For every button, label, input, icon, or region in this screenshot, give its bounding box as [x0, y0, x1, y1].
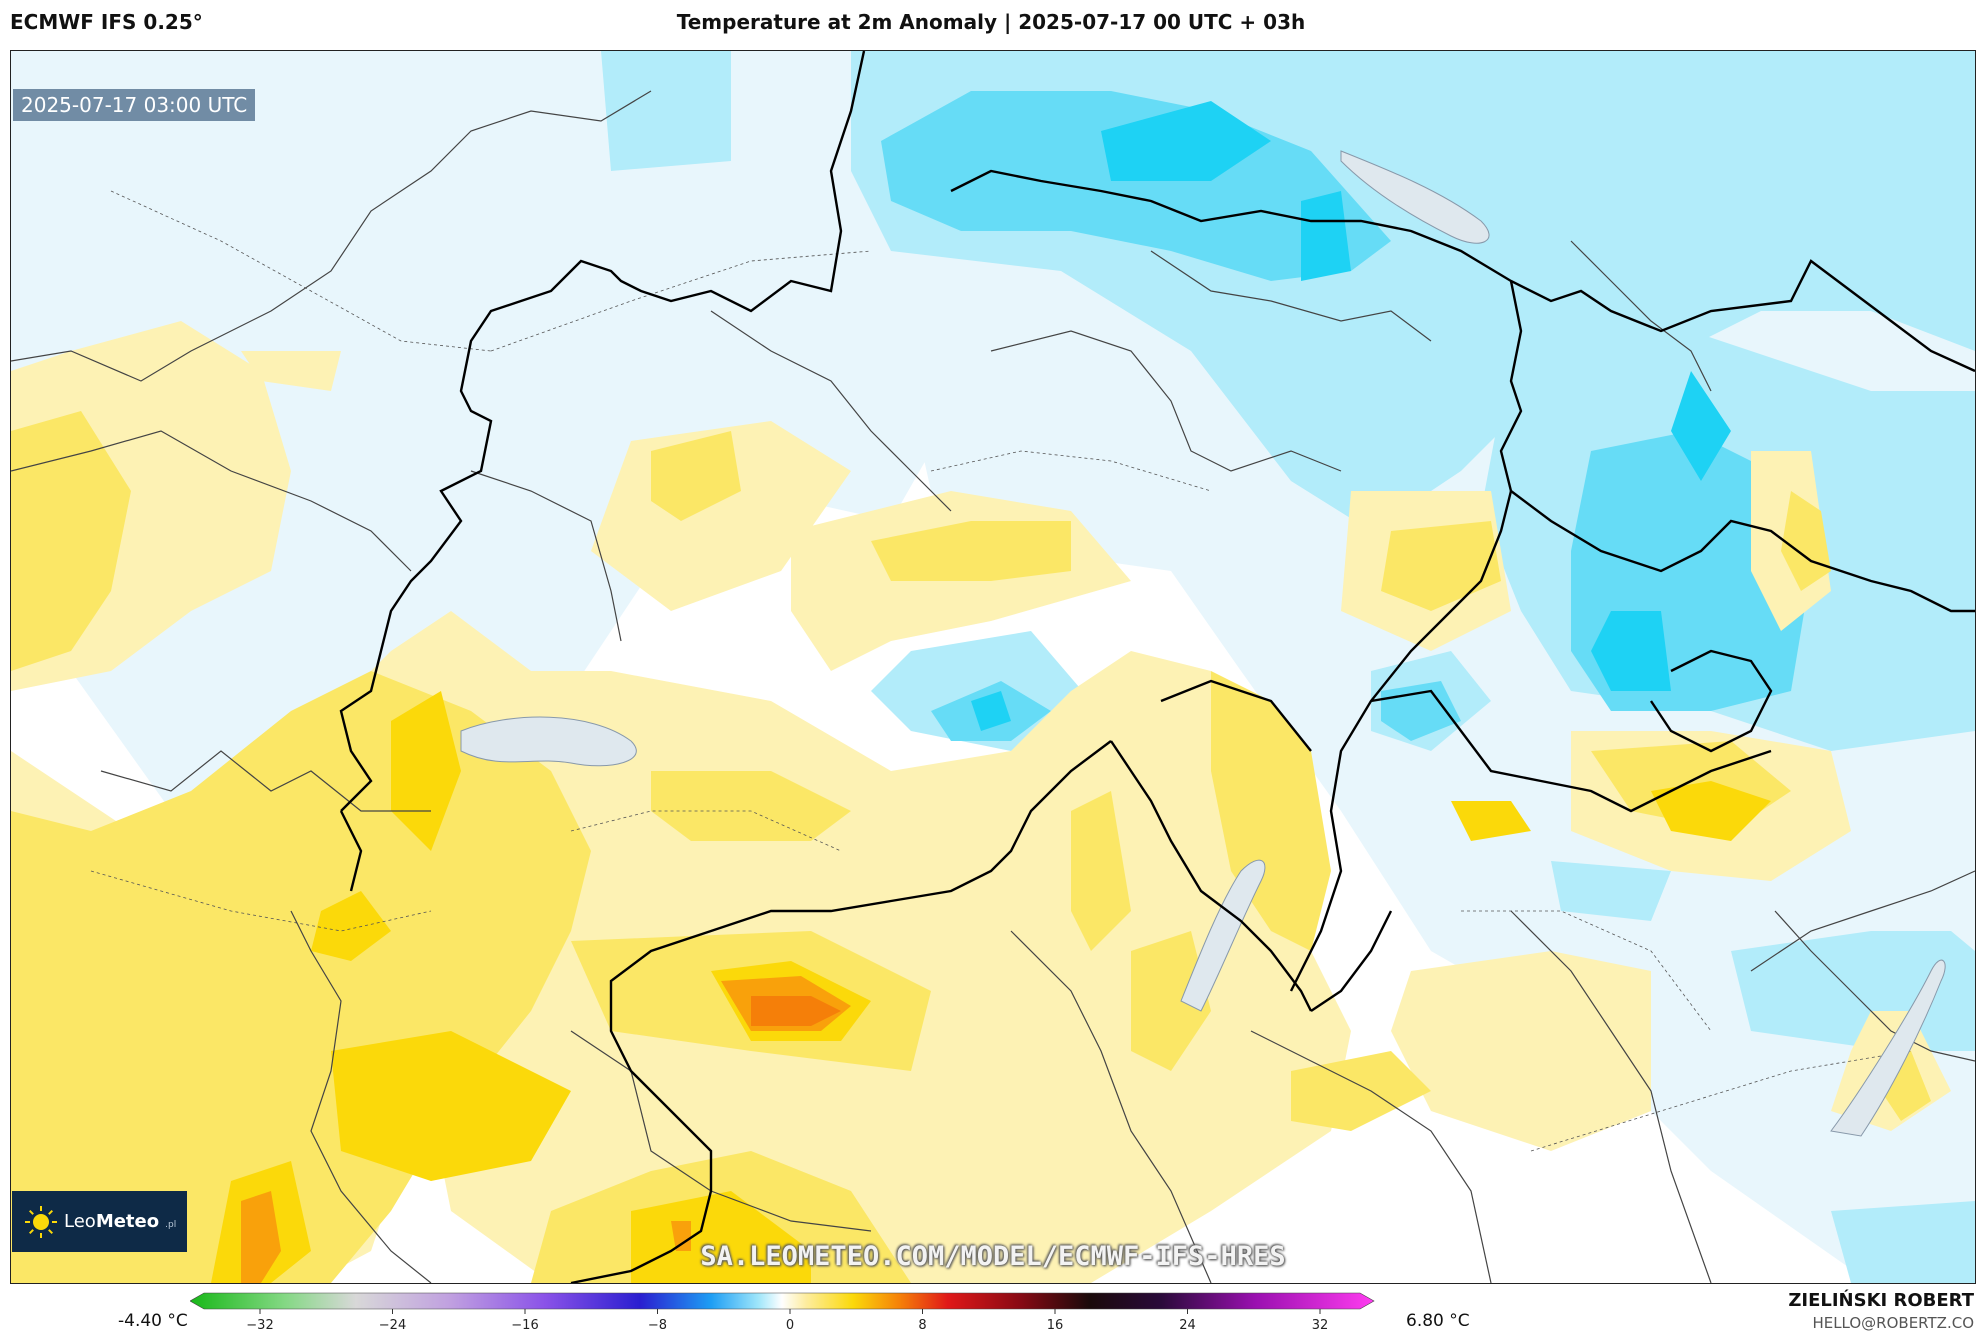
- colorbar-ticks: −32 −24 −16 −8 0 8 16 24 32: [246, 1309, 1328, 1333]
- colorbar: −32 −24 −16 −8 0 8 16 24 32: [190, 1292, 1375, 1333]
- regional-borders: [11, 90, 1975, 1283]
- logo-text: LeoMeteo: [64, 1211, 160, 1232]
- colorbar-tick-label: 8: [918, 1318, 926, 1333]
- colorbar-tick-label: −32: [246, 1318, 273, 1333]
- anomaly-map[interactable]: [11, 51, 1975, 1283]
- max-anomaly-value: 6.80 °C: [1406, 1311, 1470, 1331]
- lakes: [460, 150, 1946, 1137]
- source-url-watermark: SA.LEOMETEO.COM/MODEL/ECMWF-IFS-HRES: [700, 1241, 1286, 1272]
- author-email[interactable]: HELLO@ROBERTZ.CO: [1812, 1314, 1974, 1332]
- leometeo-logo[interactable]: LeoMeteo .pl: [12, 1191, 187, 1252]
- min-anomaly-value: -4.40 °C: [118, 1311, 188, 1331]
- colorbar-tick-label: −24: [379, 1318, 406, 1333]
- colorbar-tick-label: 0: [786, 1318, 794, 1333]
- model-name: ECMWF IFS 0.25°: [10, 10, 203, 34]
- colorbar-gradient: [190, 1292, 1375, 1310]
- colorbar-tick-label: −8: [648, 1318, 667, 1333]
- logo-suffix: .pl: [165, 1219, 177, 1230]
- chart-title: Temperature at 2m Anomaly | 2025-07-17 0…: [676, 10, 1306, 34]
- colorbar-tick-label: −16: [511, 1318, 538, 1333]
- colorbar-tick-label: 32: [1312, 1318, 1329, 1333]
- map-panel[interactable]: 2025-07-17 03:00 UTC LeoMeteo .pl SA.LEO…: [10, 50, 1976, 1284]
- colorbar-tick-label: 16: [1047, 1318, 1064, 1333]
- valid-time-label: 2025-07-17 03:00 UTC: [13, 89, 256, 121]
- warm-anomaly-areas: [11, 321, 1951, 1283]
- colorbar-tick-label: 24: [1179, 1318, 1196, 1333]
- sun-icon: [25, 1205, 57, 1238]
- author-name: ZIELIŃSKI ROBERT: [1788, 1290, 1974, 1311]
- national-borders: [339, 51, 1975, 1283]
